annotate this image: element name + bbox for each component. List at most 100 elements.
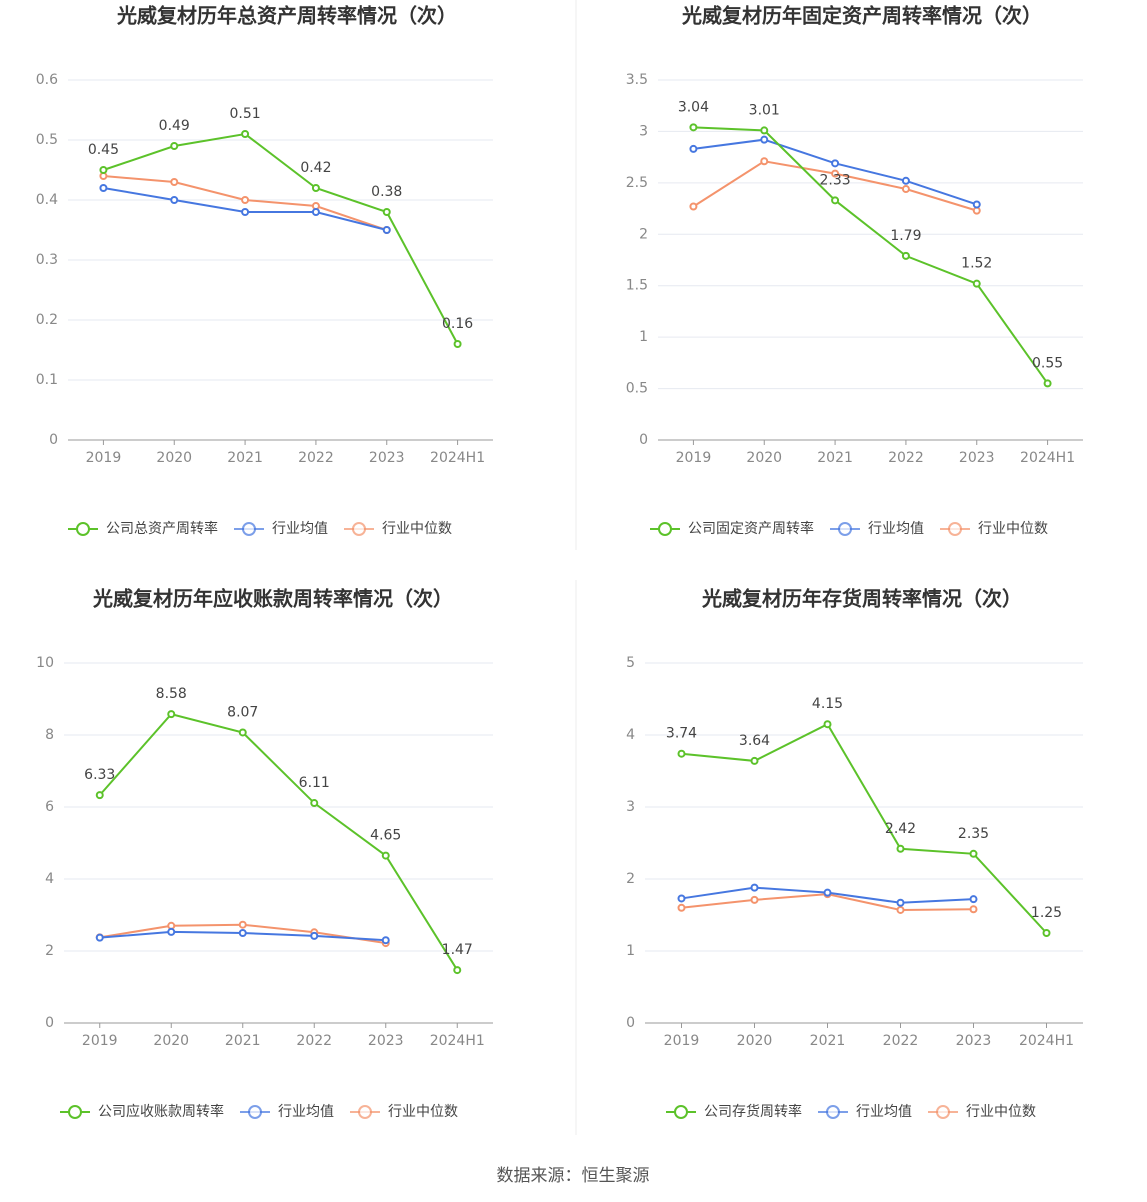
x-tick-label: 2019 (664, 1033, 700, 1049)
data-label: 3.74 (666, 726, 697, 742)
point (170, 178, 179, 186)
legend-marker (352, 522, 366, 536)
legend-label: 行业中位数 (966, 1104, 1036, 1120)
point (167, 927, 176, 936)
chart-title: 光威复材历年存货周转率情况（次） (701, 587, 1022, 611)
legend-marker (948, 522, 962, 536)
y-tick-label: 0.1 (36, 372, 58, 388)
y-tick-label: 2 (639, 226, 648, 242)
point (310, 931, 319, 940)
x-tick-label: 2021 (225, 1033, 261, 1049)
x-tick-label: 2022 (888, 450, 924, 466)
x-tick-label: 2021 (227, 450, 263, 466)
chart-title: 光威复材历年应收账款周转率情况（次） (92, 587, 453, 611)
x-tick-label: 2023 (368, 1033, 404, 1049)
data-label: 0.38 (371, 184, 402, 200)
data-label: 6.11 (299, 775, 330, 791)
point (689, 202, 698, 211)
x-tick-label: 2023 (956, 1033, 992, 1049)
point (750, 895, 759, 904)
legend-label: 行业中位数 (388, 1104, 458, 1120)
data-label: 2.33 (819, 172, 850, 188)
point (1043, 379, 1052, 388)
point (760, 157, 769, 166)
point (823, 888, 832, 897)
point (99, 184, 108, 192)
data-label: 1.25 (1031, 905, 1062, 921)
point (831, 169, 840, 178)
x-tick-label: 2020 (737, 1033, 773, 1049)
point (969, 895, 978, 904)
point (238, 929, 247, 937)
chart-title: 光威复材历年固定资产周转率情况（次） (681, 4, 1042, 28)
legend-marker (242, 522, 256, 536)
y-tick-label: 0.5 (36, 132, 58, 148)
legend-marker (76, 522, 90, 536)
point (677, 903, 686, 912)
data-label: 6.33 (84, 767, 115, 783)
point (831, 159, 840, 168)
point (381, 936, 390, 945)
y-tick-label: 5 (626, 655, 635, 671)
y-tick-label: 3.5 (626, 72, 648, 88)
point (750, 883, 759, 892)
point (95, 791, 104, 800)
point (972, 200, 981, 209)
chart-title: 光威复材历年总资产周转率情况（次） (116, 4, 457, 28)
point (896, 905, 905, 914)
point (238, 920, 247, 929)
point (896, 898, 905, 907)
legend-label: 行业中位数 (978, 521, 1048, 537)
y-tick-label: 3 (639, 123, 648, 139)
point (167, 710, 176, 719)
source: 数据来源：恒生聚源 (497, 1166, 650, 1186)
point (972, 279, 981, 288)
data-label: 3.64 (739, 733, 770, 749)
legend-label: 行业均值 (272, 521, 328, 537)
point (99, 166, 108, 174)
data-label: 4.65 (370, 828, 401, 844)
point (311, 208, 320, 216)
legend-label: 行业均值 (868, 521, 924, 537)
point (901, 176, 910, 185)
x-tick-label: 2022 (296, 1033, 332, 1049)
y-tick-label: 0 (49, 432, 58, 448)
legend-label: 行业中位数 (382, 521, 452, 537)
y-tick-label: 0.2 (36, 312, 58, 328)
legend-marker (674, 1105, 688, 1119)
legend-marker (68, 1105, 82, 1119)
x-tick-label: 2019 (86, 450, 122, 466)
data-label: 1.47 (442, 942, 473, 958)
y-tick-label: 3 (626, 799, 635, 815)
data-label: 0.42 (300, 160, 331, 176)
y-tick-label: 6 (45, 799, 54, 815)
point (972, 206, 981, 215)
y-tick-label: 0.6 (36, 72, 58, 88)
y-tick-label: 2.5 (626, 175, 648, 191)
x-tick-label: 2024H1 (430, 1033, 485, 1049)
point (689, 123, 698, 132)
point (689, 144, 698, 153)
legend-marker (358, 1105, 372, 1119)
legend-label: 公司存货周转率 (704, 1103, 802, 1120)
point (167, 921, 176, 930)
x-tick-label: 2020 (746, 450, 782, 466)
point (241, 130, 250, 138)
y-tick-label: 0.5 (626, 381, 648, 397)
point (241, 196, 250, 204)
data-label: 0.49 (159, 118, 190, 134)
legend-marker (838, 522, 852, 536)
point (823, 720, 832, 729)
legend-label: 公司固定资产周转率 (688, 520, 814, 537)
data-label: 8.07 (227, 704, 258, 720)
point (760, 135, 769, 144)
y-tick-label: 0.4 (36, 192, 58, 208)
point (382, 208, 391, 216)
y-tick-label: 4 (626, 727, 635, 743)
data-label: 0.51 (229, 106, 260, 122)
point (241, 208, 250, 216)
point (382, 226, 391, 234)
x-tick-label: 2023 (369, 450, 405, 466)
point (95, 933, 104, 942)
y-tick-label: 0 (639, 432, 648, 448)
